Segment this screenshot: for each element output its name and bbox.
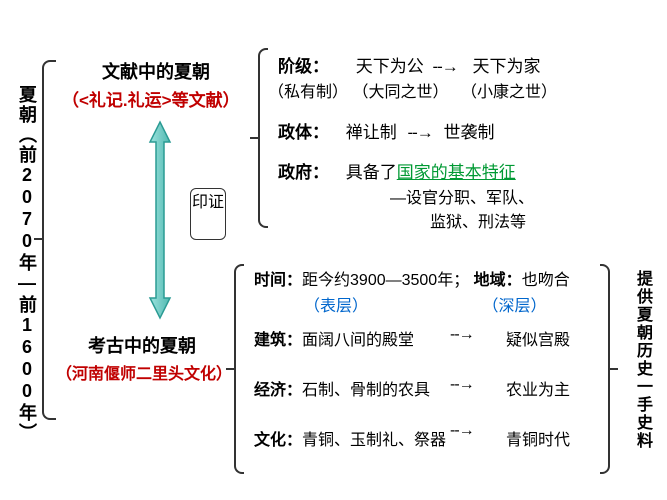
doc-brace-nub (250, 137, 258, 139)
right-brace (600, 264, 610, 474)
culture-text: 青铜、玉制礼、祭器 (302, 432, 446, 449)
dash-arrow-icon: --→ (432, 57, 457, 77)
econ-text: 石制、骨制的农具 (302, 382, 430, 399)
dash-arrow-icon: --→ (450, 376, 474, 394)
dash-arrow-icon: --→ (407, 123, 432, 143)
main-title-vertical: 夏朝（前2070年—前1600年） (14, 85, 40, 443)
level-sub2: （大同之世） (352, 84, 448, 101)
econ-right: 农业为主 (506, 376, 570, 400)
econ-row: 经济：石制、骨制的农具 (254, 376, 430, 400)
level-label: 阶级： (278, 57, 329, 76)
time-label: 时间： (254, 272, 302, 289)
time-row: 时间：距今约3900—3500年； 地域：也吻合 (254, 266, 570, 290)
arch-brace (234, 264, 244, 474)
level-subrow: （私有制） （大同之世） （小康之世） (268, 78, 557, 102)
gov-label: 政府： (278, 163, 329, 182)
culture-right: 青铜时代 (506, 426, 570, 450)
right-brace-nub (610, 368, 618, 370)
build-label: 建筑： (254, 332, 302, 349)
doc-subtitle: （<礼记.礼运>等文献） (62, 86, 240, 111)
gov-row: 政府： 具备了国家的基本特征 (278, 158, 516, 183)
region-text: 也吻合 (522, 272, 570, 289)
main-brace-nub (34, 238, 42, 240)
build-row: 建筑：面阔八间的殿堂 (254, 326, 414, 350)
time-text: 距今约3900—3500年； (302, 272, 469, 289)
verify-arrow-icon (140, 120, 180, 320)
arch-brace-nub (226, 368, 234, 370)
dash-arrow-icon: --→ (450, 422, 474, 440)
region-label: 地域： (474, 272, 522, 289)
level-from: 天下为公 (356, 57, 424, 76)
level-sub1: （私有制） (268, 84, 348, 101)
right-note-vertical: 提供夏朝历史一手史料 (630, 270, 654, 450)
arch-title: 考古中的夏朝 (88, 332, 196, 358)
dash-arrow-icon: --→ (450, 326, 474, 344)
deep-label: （深层） (482, 298, 546, 315)
doc-title: 文献中的夏朝 (102, 58, 210, 84)
culture-row: 文化：青铜、玉制礼、祭器 (254, 426, 446, 450)
doc-brace (258, 48, 268, 228)
build-text: 面阔八间的殿堂 (302, 332, 414, 349)
layer-row: （表层） （深层） (304, 292, 546, 316)
gov-text: 具备了 (346, 163, 397, 182)
gov-emph: 国家的基本特征 (397, 163, 516, 182)
level-sub3: （小康之世） (461, 84, 557, 101)
verify-badge: 印证 (190, 188, 226, 240)
polity-from: 禅让制 (346, 123, 397, 142)
main-brace (42, 60, 56, 420)
polity-to: 世袭制 (444, 123, 495, 142)
build-right: 疑似宫殿 (506, 326, 570, 350)
arch-subtitle: （河南偃师二里头文化） (56, 360, 232, 384)
econ-label: 经济： (254, 382, 302, 399)
level-to: 天下为家 (473, 57, 541, 76)
gov-detail1: —设官分职、军队、 (390, 184, 534, 208)
surface-label: （表层） (304, 298, 368, 315)
polity-label: 政体： (278, 123, 329, 142)
gov-detail2: 监狱、刑法等 (430, 208, 526, 232)
culture-label: 文化： (254, 432, 302, 449)
level-row: 阶级： 天下为公 --→ 天下为家 (278, 52, 541, 77)
polity-row: 政体： 禅让制 --→ 世袭制 (278, 118, 495, 143)
